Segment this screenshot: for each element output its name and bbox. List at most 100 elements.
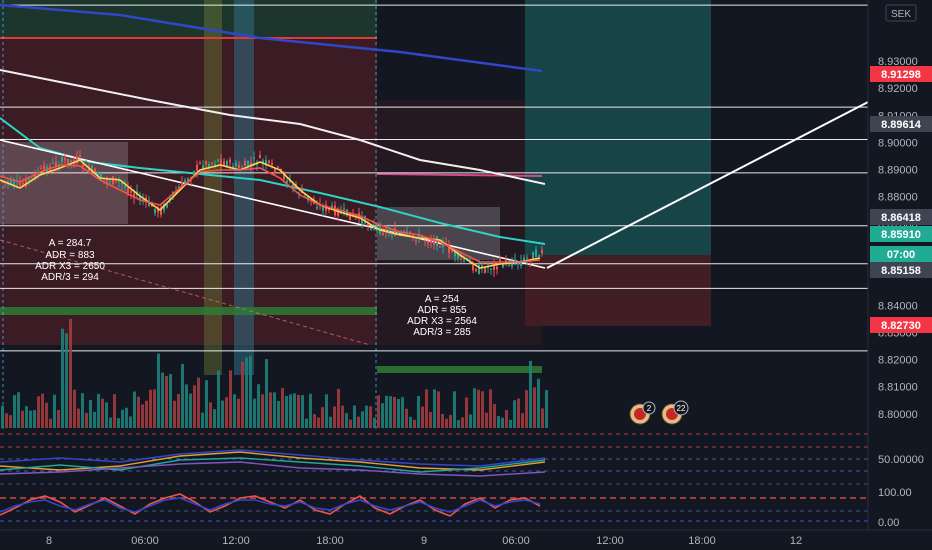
- time-tick-1: 06:00: [131, 535, 159, 547]
- indicator-pane: [0, 433, 868, 485]
- volume-bar-103: [413, 419, 416, 428]
- volume-bar-130: [521, 413, 524, 428]
- volume-bar-59: [237, 398, 240, 428]
- candle-84: [253, 157, 255, 160]
- candle-73: [220, 159, 222, 165]
- time-axis[interactable]: 8 06:00 12:00 18:00 9 06:00 12:00 18:00 12: [0, 529, 932, 550]
- candle-9: [28, 178, 30, 181]
- event-badge-2[interactable]: 22: [661, 400, 689, 425]
- volume-bar-55: [221, 400, 224, 428]
- volume-bar-93: [373, 417, 376, 428]
- candle-28: [85, 160, 87, 163]
- candle-22: [67, 158, 69, 166]
- volume-bar-17: [69, 318, 72, 428]
- volume-bar-47: [189, 393, 192, 428]
- candle-105: [316, 206, 318, 209]
- price-axis[interactable]: SEK 8.930008.920008.910008.900008.890008…: [867, 0, 932, 530]
- candle-151: [454, 250, 456, 257]
- volume-bar-3: [13, 395, 16, 428]
- candle-27: [82, 164, 84, 167]
- candle-116: [349, 212, 351, 220]
- adr-box-1-a: A = 284.7: [49, 238, 92, 249]
- price-tick-8: 8.84000: [878, 300, 918, 312]
- candle-178: [535, 249, 537, 257]
- candle-136: [409, 231, 411, 233]
- volume-bar-53: [213, 409, 216, 428]
- time-tick-7: 18:00: [688, 535, 716, 547]
- volume-bar-78: [313, 414, 316, 428]
- adr-box-2-d3: ADR/3 = 285: [413, 327, 471, 338]
- candle-52: [157, 207, 159, 213]
- candle-112: [337, 208, 339, 216]
- candle-122: [367, 223, 369, 226]
- candle-138: [415, 240, 417, 242]
- price-tag-box-2: [870, 209, 932, 225]
- candle-36: [109, 181, 111, 183]
- moving-averages: [0, 3, 871, 346]
- candle-39: [118, 180, 120, 182]
- volume-bar-39: [157, 353, 160, 428]
- volume-bar-61: [245, 357, 248, 428]
- candle-129: [388, 229, 390, 232]
- price-tag-4: 07:00: [887, 249, 915, 261]
- volume-bar-125: [501, 417, 504, 428]
- volume-bar-5: [21, 410, 24, 428]
- time-tick-4: 9: [421, 535, 427, 547]
- volume-bar-48: [193, 385, 196, 428]
- volume-bar-126: [505, 410, 508, 428]
- candle-150: [451, 251, 453, 253]
- volume-bar-77: [309, 393, 312, 428]
- volume-bar-95: [381, 403, 384, 428]
- price-tag-5: 8.85158: [881, 265, 921, 277]
- volume-bar-37: [149, 389, 152, 428]
- volume-bar-114: [457, 419, 460, 428]
- time-tick-5: 06:00: [502, 535, 530, 547]
- price-tick-11: 8.81000: [878, 382, 918, 394]
- candle-90: [271, 162, 273, 165]
- volume-bar-19: [77, 408, 80, 428]
- volume-bar-120: [481, 391, 484, 428]
- candle-114: [343, 208, 345, 210]
- candle-35: [106, 178, 108, 182]
- volume-bar-85: [341, 405, 344, 428]
- volume-bar-18: [73, 389, 76, 428]
- candle-142: [427, 241, 429, 244]
- volume-bar-82: [329, 416, 332, 428]
- volume-bar-124: [497, 416, 500, 428]
- candle-64: [193, 171, 195, 175]
- candle-67: [202, 165, 204, 169]
- candle-121: [364, 216, 366, 224]
- volume-bars: [1, 318, 548, 428]
- volume-bar-21: [85, 412, 88, 428]
- candle-177: [532, 252, 534, 261]
- volume-bar-42: [169, 374, 172, 428]
- candle-164: [493, 263, 495, 271]
- candle-167: [502, 264, 504, 268]
- candle-42: [127, 187, 129, 194]
- volume-bar-133: [533, 387, 536, 428]
- candle-26: [79, 155, 81, 157]
- candle-159: [478, 265, 480, 275]
- candle-40: [121, 182, 123, 184]
- adr-box-2-adr: ADR = 855: [417, 305, 467, 316]
- volume-bar-65: [261, 394, 264, 428]
- volume-bar-99: [397, 399, 400, 428]
- candle-83: [250, 162, 252, 166]
- time-tick-3: 18:00: [316, 535, 344, 547]
- candle-38: [115, 178, 117, 180]
- candle-158: [475, 269, 477, 272]
- volume-bar-50: [201, 412, 204, 428]
- candle-4: [13, 180, 15, 186]
- price-tick-5: 8.88000: [878, 192, 918, 204]
- candle-152: [457, 251, 459, 259]
- price-tick-10: 8.82000: [878, 355, 918, 367]
- candle-110: [331, 205, 333, 209]
- volume-bar-113: [453, 391, 456, 428]
- candle-31: [94, 169, 96, 173]
- volume-bar-110: [441, 413, 444, 428]
- candle-65: [196, 164, 198, 171]
- candle-137: [412, 234, 414, 237]
- event-badge-1[interactable]: 2: [629, 401, 656, 425]
- volume-bar-9: [37, 396, 40, 428]
